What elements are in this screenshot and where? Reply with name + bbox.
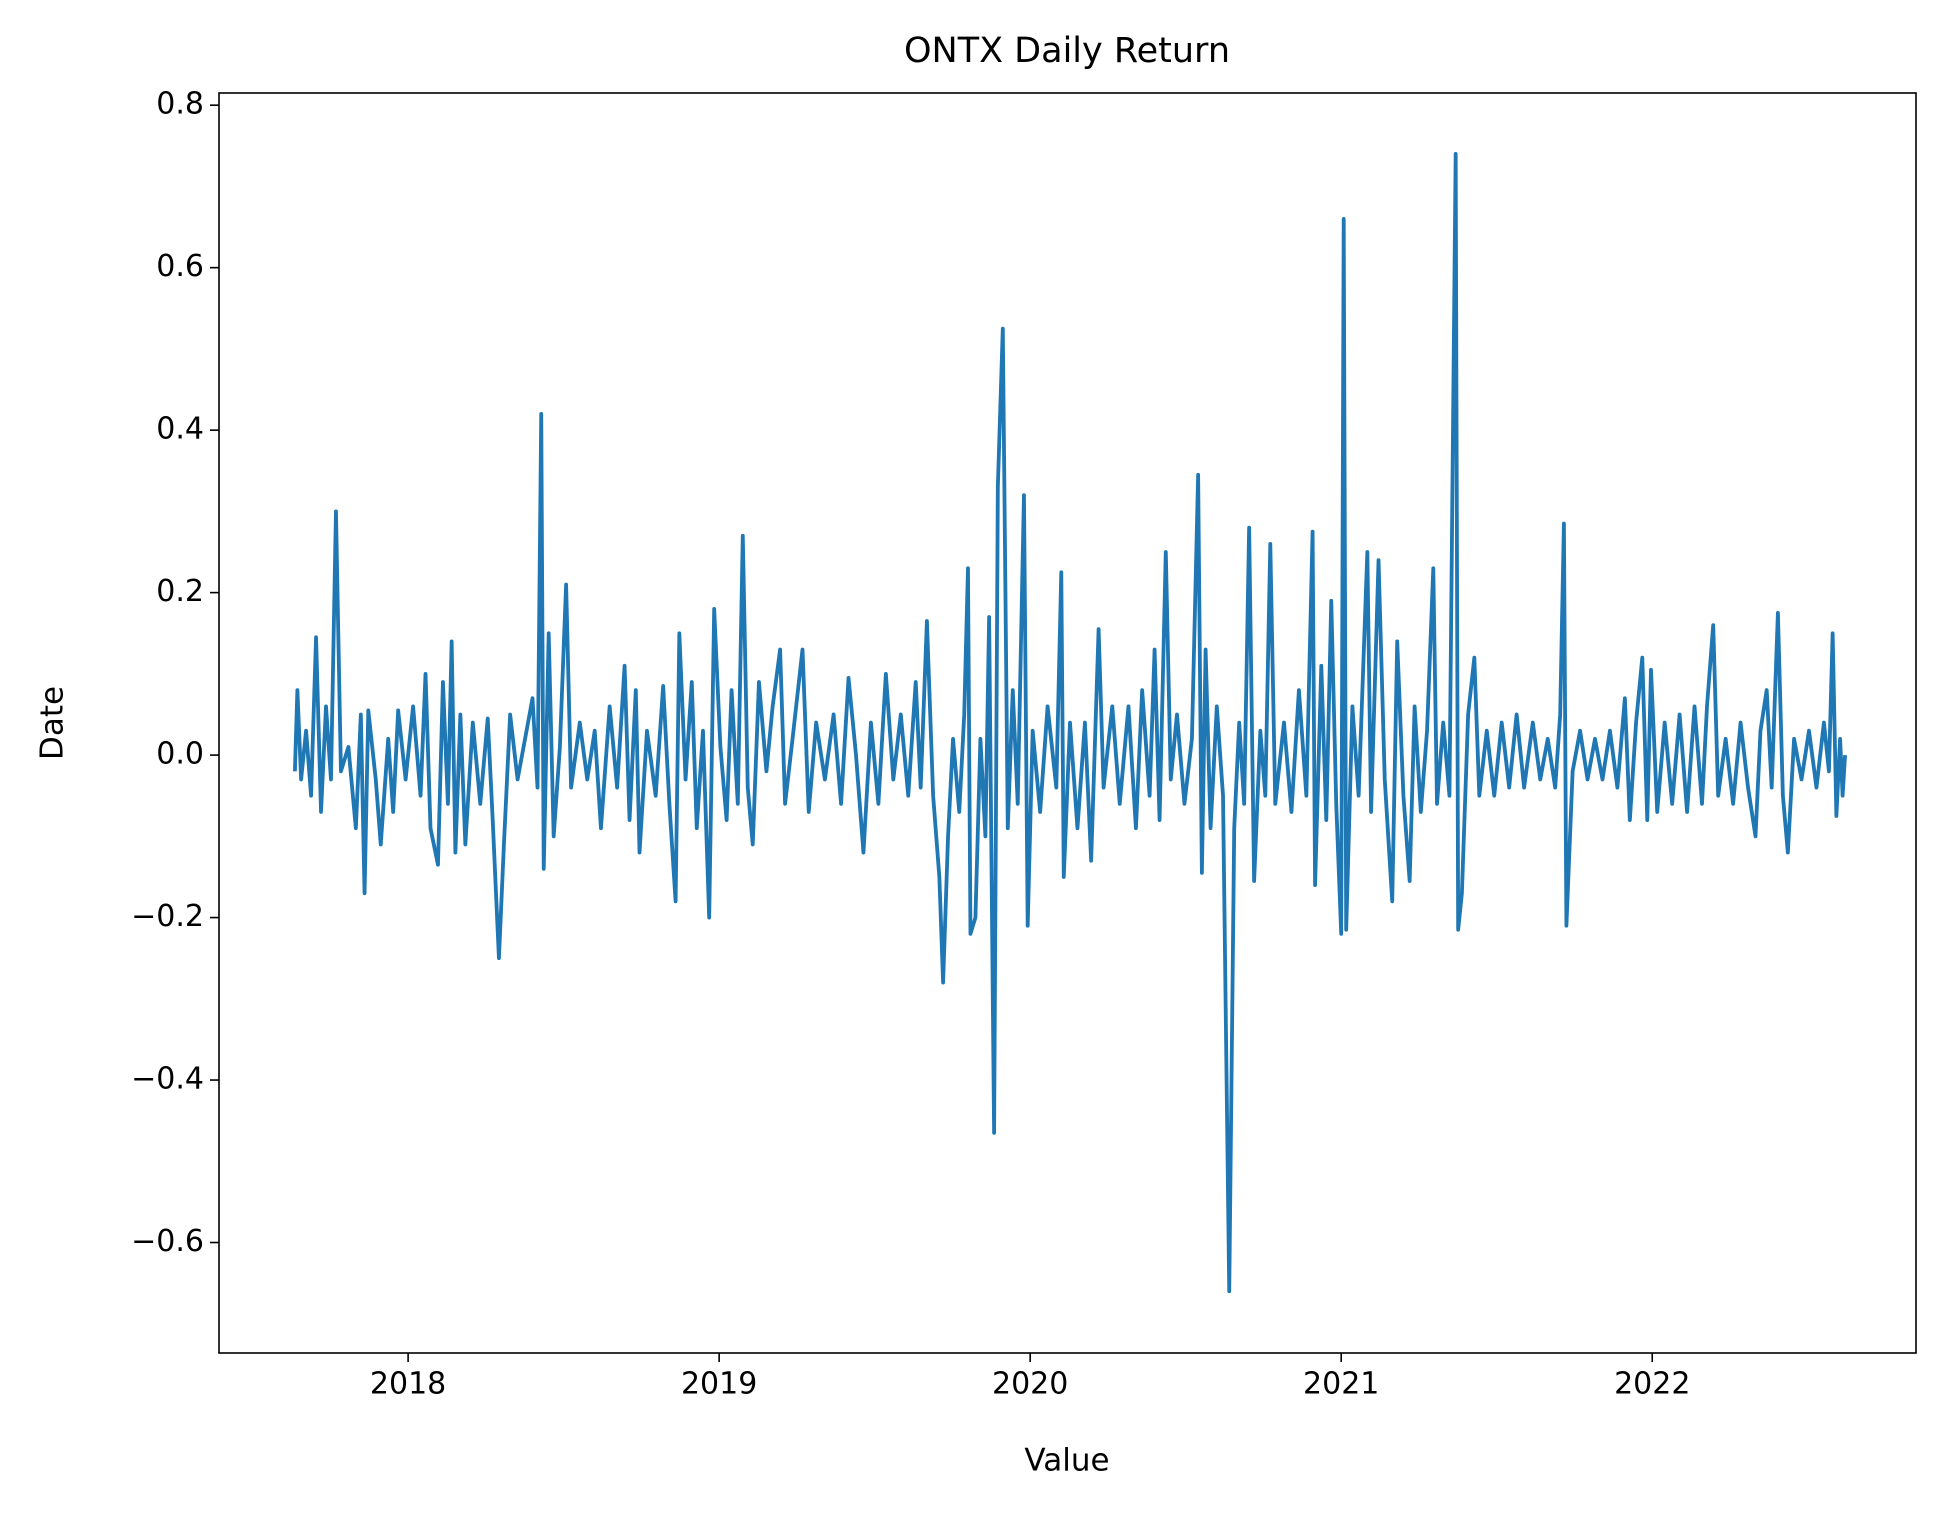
- y-axis-label: Date: [35, 686, 71, 760]
- x-tick-label: 2020: [992, 1367, 1068, 1402]
- y-tick-label: 0.4: [156, 412, 204, 447]
- y-tick-label: −0.6: [131, 1224, 204, 1259]
- y-tick-label: 0.8: [156, 87, 204, 122]
- x-tick-label: 2018: [370, 1367, 446, 1402]
- x-tick-label: 2022: [1614, 1367, 1690, 1402]
- data-line: [292, 152, 1847, 1294]
- plot-frame: [218, 92, 1917, 1354]
- y-tick-label: −0.2: [131, 899, 204, 934]
- y-tick-label: −0.4: [131, 1062, 204, 1097]
- x-axis-label: Value: [1024, 1443, 1109, 1479]
- y-tick-label: 0.0: [156, 737, 204, 772]
- y-tick-label: 0.6: [156, 249, 204, 284]
- x-tick-label: 2021: [1303, 1367, 1379, 1402]
- y-tick-label: 0.2: [156, 574, 204, 609]
- x-tick-label: 2019: [681, 1367, 757, 1402]
- chart-title: ONTX Daily Return: [904, 31, 1230, 71]
